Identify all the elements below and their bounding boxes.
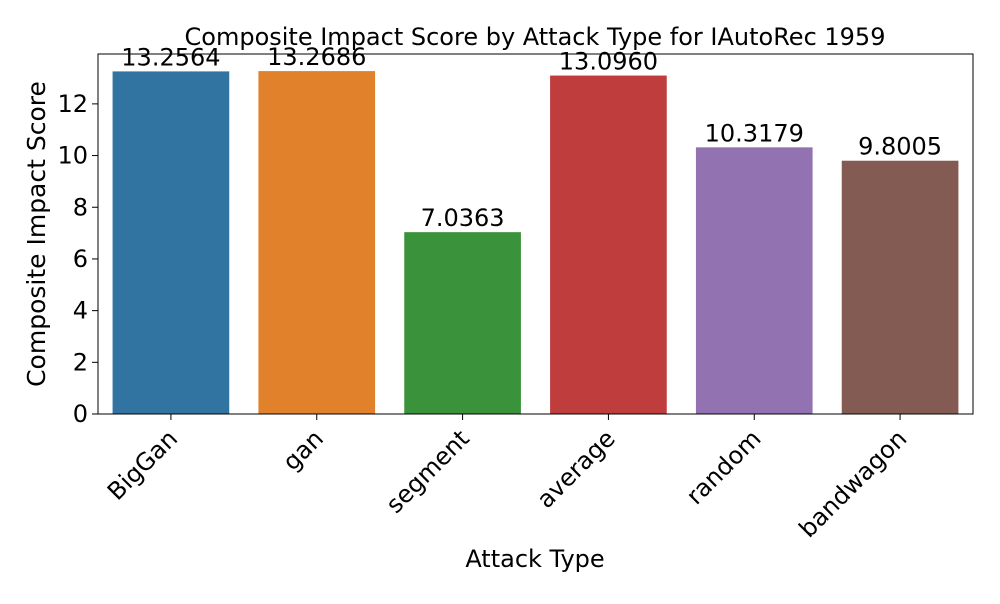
x-axis-label: Attack Type — [465, 545, 604, 573]
bar-average — [550, 75, 667, 415]
value-label-segment: 7.0363 — [421, 204, 505, 232]
value-label-average: 13.0960 — [559, 48, 658, 76]
y-tick-label: 6 — [73, 245, 88, 273]
bar-gan — [258, 71, 376, 414]
value-label-bandwagon: 9.8005 — [858, 133, 942, 161]
bars-layer — [112, 71, 959, 415]
bar-biggan — [112, 71, 230, 414]
x-tick-label-segment: segment — [381, 424, 475, 518]
y-tick-label: 12 — [57, 90, 88, 118]
value-label-random: 10.3179 — [705, 119, 804, 147]
y-tick-label: 2 — [73, 348, 88, 376]
bar-bandwagon — [841, 160, 959, 414]
x-tick-label-random: random — [681, 424, 767, 510]
y-axis-label: Composite Impact Score — [22, 81, 51, 387]
x-tick-label-average: average — [531, 424, 620, 513]
y-tick-label: 0 — [73, 400, 88, 428]
y-tick-label: 4 — [73, 297, 88, 325]
y-tick-label: 10 — [57, 142, 88, 170]
x-tick-label-bandwagon: bandwagon — [794, 424, 913, 543]
x-axis: BigGan gan segment average random bandwagon — [102, 414, 912, 543]
y-axis: 0 2 4 6 8 10 12 — [57, 90, 98, 428]
chart-title: Composite Impact Score by Attack Type fo… — [185, 23, 886, 51]
value-label-gan: 13.2686 — [267, 43, 366, 71]
plot-area-frame — [97, 53, 974, 415]
value-label-biggan: 13.2564 — [121, 43, 220, 71]
bar-random — [695, 147, 813, 414]
x-tick-label-gan: gan — [277, 424, 329, 476]
y-tick-label: 8 — [73, 193, 88, 221]
bar-segment — [404, 232, 521, 414]
value-labels-layer: 13.2564 13.2686 7.0363 13.0960 10.3179 9.8005 — [121, 43, 942, 232]
x-tick-label-biggan: BigGan — [102, 424, 183, 505]
